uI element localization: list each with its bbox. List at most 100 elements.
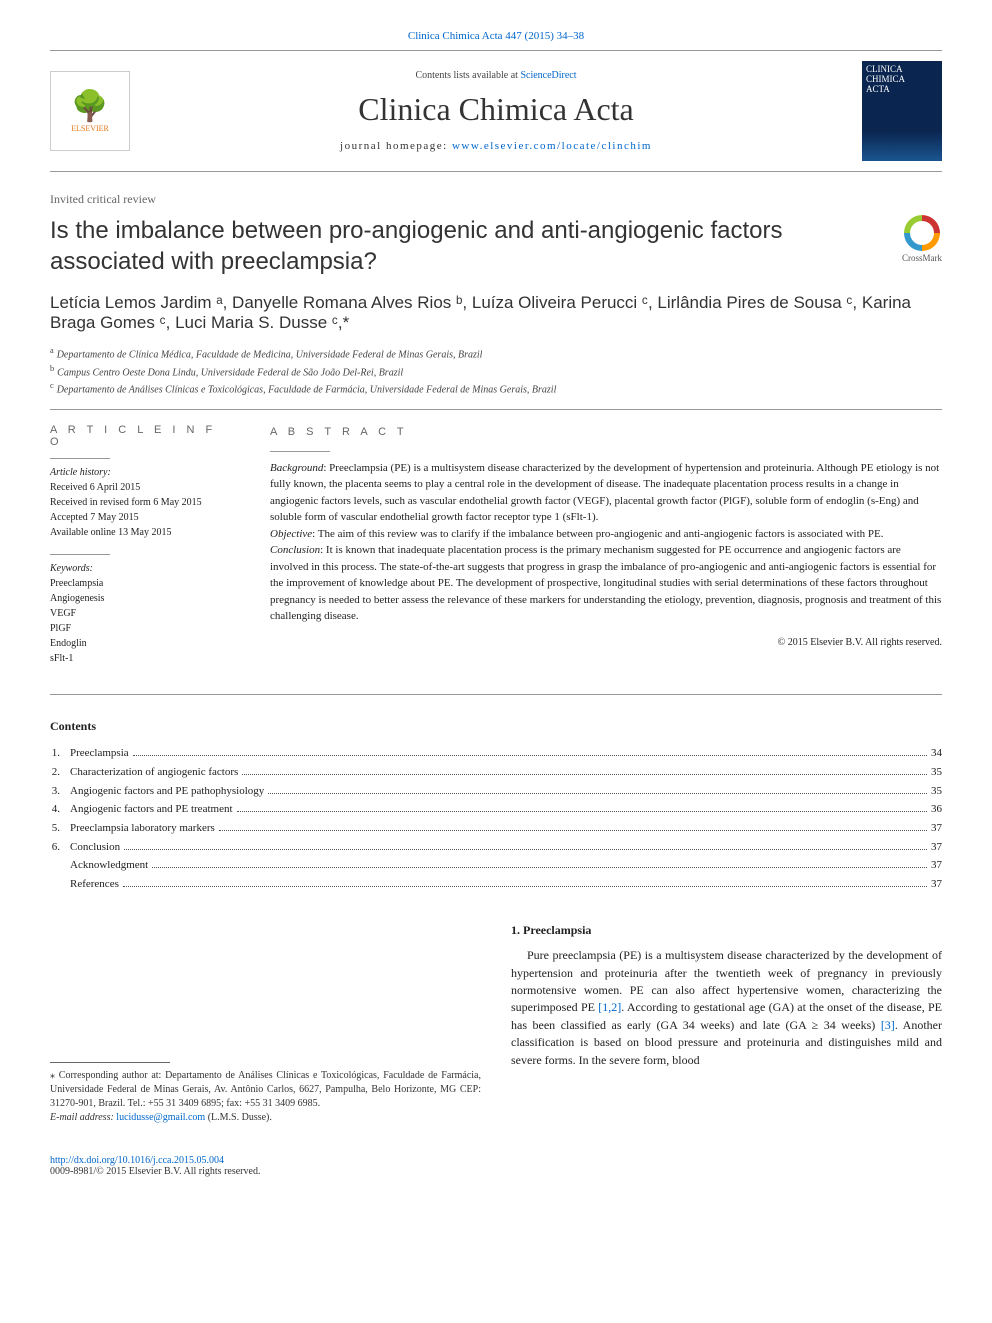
- toc-page: 37: [931, 838, 942, 857]
- abstract-rule: [270, 451, 330, 452]
- article-history-label: Article history:: [50, 465, 234, 480]
- corresponding-text: ⁎ Corresponding author at: Departamento …: [50, 1070, 481, 1109]
- toc-title: Preeclampsia: [70, 744, 129, 763]
- cover-title-3: ACTA: [866, 85, 938, 95]
- toc-title: Conclusion: [70, 838, 120, 857]
- toc-title: Acknowledgment: [70, 856, 148, 875]
- doi-link[interactable]: http://dx.doi.org/10.1016/j.cca.2015.05.…: [50, 1155, 224, 1166]
- abstract-segment-label: Conclusion: [270, 544, 320, 556]
- abstract-panel: A B S T R A C T Background: Preeclampsia…: [250, 410, 942, 694]
- toc-leader-dots: [152, 867, 927, 868]
- journal-name: Clinica Chimica Acta: [146, 91, 846, 128]
- toc-number: 5.: [50, 819, 70, 838]
- journal-citation-link[interactable]: Clinica Chimica Acta 447 (2015) 34–38: [408, 30, 584, 42]
- email-label: E-mail address:: [50, 1112, 116, 1123]
- sciencedirect-link[interactable]: ScienceDirect: [520, 70, 576, 81]
- toc-title: Angiogenic factors and PE treatment: [70, 800, 233, 819]
- toc-row[interactable]: Acknowledgment37: [50, 856, 942, 875]
- keyword: Preeclampsia: [50, 576, 234, 591]
- elsevier-tree-icon: 🌳: [71, 89, 108, 124]
- issn-copyright-line: 0009-8981/© 2015 Elsevier B.V. All right…: [50, 1166, 260, 1177]
- body-columns: ⁎ Corresponding author at: Departamento …: [50, 922, 942, 1125]
- affiliation-sup: a: [50, 346, 54, 355]
- toc-title: Characterization of angiogenic factors: [70, 763, 238, 782]
- publisher-name: ELSEVIER: [71, 124, 109, 133]
- article-info-heading: A R T I C L E I N F O: [50, 424, 234, 448]
- title-row: Is the imbalance between pro-angiogenic …: [50, 215, 942, 277]
- ref-1-2-link[interactable]: [1,2]: [598, 1000, 621, 1014]
- abstract-segment: Conclusion: It is known that inadequate …: [270, 542, 942, 625]
- contents-section: Contents 1.Preeclampsia342.Characterizat…: [50, 719, 942, 894]
- homepage-prefix: journal homepage:: [340, 140, 452, 152]
- journal-cover-thumbnail[interactable]: CLINICA CHIMICA ACTA: [862, 61, 942, 161]
- history-line: Accepted 7 May 2015: [50, 510, 234, 525]
- toc-row[interactable]: 6.Conclusion 37: [50, 838, 942, 857]
- journal-homepage-link[interactable]: www.elsevier.com/locate/clinchim: [452, 140, 652, 152]
- info-abstract-row: A R T I C L E I N F O Article history: R…: [50, 409, 942, 695]
- affiliation-sup: c: [50, 381, 54, 390]
- keywords-label: Keywords:: [50, 561, 234, 576]
- toc-title: Preeclampsia laboratory markers: [70, 819, 215, 838]
- toc-page: 35: [931, 763, 942, 782]
- crossmark-icon: [904, 215, 940, 251]
- affiliation-sup: b: [50, 364, 54, 373]
- abstract-heading: A B S T R A C T: [270, 424, 942, 441]
- article-type: Invited critical review: [50, 192, 942, 207]
- article-info-panel: A R T I C L E I N F O Article history: R…: [50, 410, 250, 694]
- crossmark-label: CrossMark: [902, 253, 942, 263]
- header-center: Contents lists available at ScienceDirec…: [146, 70, 846, 152]
- affiliation-line: bCampus Centro Oeste Dona Lindu, Univers…: [50, 363, 942, 380]
- toc-leader-dots: [124, 849, 927, 850]
- toc-row[interactable]: 3.Angiogenic factors and PE pathophysiol…: [50, 782, 942, 801]
- keyword: PlGF: [50, 621, 234, 636]
- toc-number: 4.: [50, 800, 70, 819]
- article-history-group: Article history: Received 6 April 2015Re…: [50, 465, 234, 540]
- contents-heading: Contents: [50, 719, 942, 734]
- email-footnote: E-mail address: lucidusse@gmail.com (L.M…: [50, 1111, 481, 1125]
- abstract-segment-label: Objective: [270, 528, 312, 540]
- toc-number: 2.: [50, 763, 70, 782]
- toc-leader-dots: [133, 755, 927, 756]
- body-col-left: ⁎ Corresponding author at: Departamento …: [50, 922, 481, 1125]
- toc-page: 34: [931, 744, 942, 763]
- abstract-copyright: © 2015 Elsevier B.V. All rights reserved…: [270, 635, 942, 650]
- section-1-paragraph: Pure preeclampsia (PE) is a multisystem …: [511, 947, 942, 1069]
- toc-leader-dots: [242, 774, 927, 775]
- publisher-logo[interactable]: 🌳 ELSEVIER: [50, 71, 130, 151]
- article-info-rule: [50, 458, 110, 459]
- crossmark-badge[interactable]: CrossMark: [902, 215, 942, 263]
- toc-row[interactable]: References 37: [50, 875, 942, 894]
- toc-page: 37: [931, 819, 942, 838]
- keyword: sFlt-1: [50, 651, 234, 666]
- history-line: Received 6 April 2015: [50, 480, 234, 495]
- footnote-rule: [50, 1062, 170, 1063]
- ref-3-link[interactable]: [3]: [881, 1018, 895, 1032]
- journal-header: 🌳 ELSEVIER Contents lists available at S…: [50, 50, 942, 172]
- contents-available-line: Contents lists available at ScienceDirec…: [146, 70, 846, 81]
- toc-row[interactable]: 2.Characterization of angiogenic factors…: [50, 763, 942, 782]
- section-1-heading: 1. Preeclampsia: [511, 922, 942, 939]
- abstract-segment: Objective: The aim of this review was to…: [270, 526, 942, 543]
- affiliation-line: cDepartamento de Análises Clínicas e Tox…: [50, 380, 942, 397]
- affiliation-line: aDepartamento de Clínica Médica, Faculda…: [50, 345, 942, 362]
- toc-number: 1.: [50, 744, 70, 763]
- toc-row[interactable]: 4.Angiogenic factors and PE treatment36: [50, 800, 942, 819]
- keyword: Endoglin: [50, 636, 234, 651]
- corresponding-email-link[interactable]: lucidusse@gmail.com: [116, 1112, 205, 1123]
- article-title: Is the imbalance between pro-angiogenic …: [50, 215, 886, 277]
- toc-page: 37: [931, 875, 942, 894]
- history-line: Available online 13 May 2015: [50, 525, 234, 540]
- journal-citation: Clinica Chimica Acta 447 (2015) 34–38: [50, 30, 942, 42]
- abstract-segment: Background: Preeclampsia (PE) is a multi…: [270, 460, 942, 526]
- body-col-right: 1. Preeclampsia Pure preeclampsia (PE) i…: [511, 922, 942, 1125]
- history-line: Received in revised form 6 May 2015: [50, 495, 234, 510]
- keyword: Angiogenesis: [50, 591, 234, 606]
- toc-leader-dots: [219, 830, 927, 831]
- keywords-group: Keywords: PreeclampsiaAngiogenesisVEGFPl…: [50, 561, 234, 666]
- toc-number: 6.: [50, 838, 70, 857]
- toc-row[interactable]: 1.Preeclampsia 34: [50, 744, 942, 763]
- toc-title: References: [70, 875, 119, 894]
- toc-leader-dots: [237, 811, 927, 812]
- toc-row[interactable]: 5.Preeclampsia laboratory markers 37: [50, 819, 942, 838]
- toc-leader-dots: [268, 793, 927, 794]
